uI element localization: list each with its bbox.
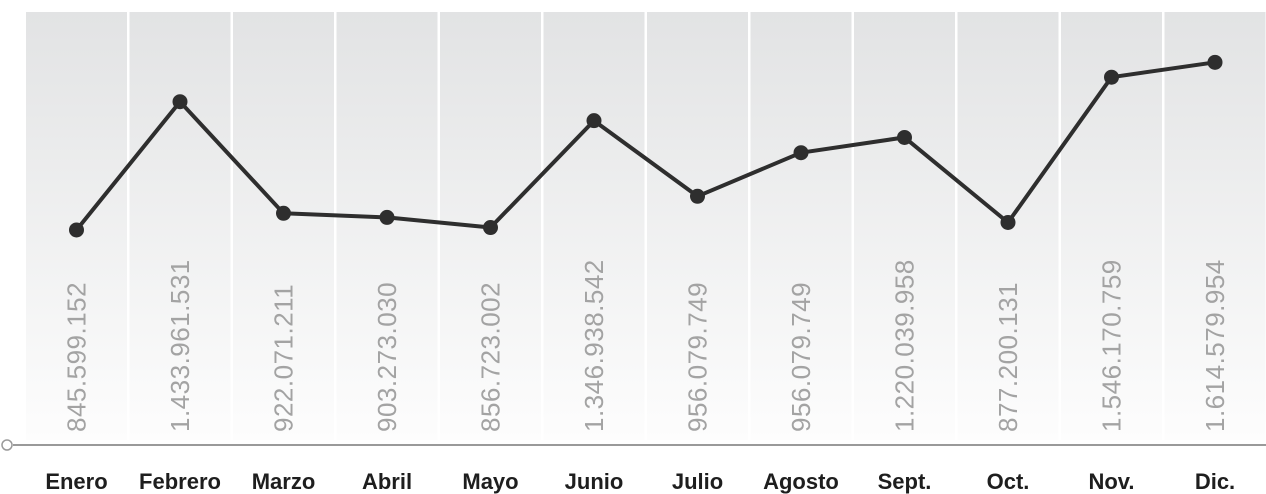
series-line (74, 60, 1217, 232)
month-label: Mayo (462, 469, 518, 494)
value-label: 922.071.211 (269, 284, 299, 432)
data-point (1000, 214, 1016, 230)
month-label: Febrero (139, 469, 221, 494)
data-point (172, 94, 188, 110)
month-label: Marzo (252, 469, 316, 494)
value-label: 1.546.170.759 (1097, 259, 1127, 432)
column-2 (233, 12, 334, 440)
value-label: 1.220.039.958 (890, 259, 920, 432)
x-axis (1, 439, 1266, 451)
value-label: 1.614.579.954 (1200, 259, 1230, 432)
value-label: 903.273.030 (372, 282, 402, 432)
value-label: 1.433.961.531 (165, 259, 195, 432)
value-label: 1.346.938.542 (579, 259, 609, 432)
data-point (483, 220, 498, 236)
month-labels: Enero Febrero Marzo Abril Mayo Junio Julio Agos… (45, 469, 1235, 494)
month-label: Julio (672, 469, 723, 494)
column-3 (336, 12, 438, 440)
column-5 (543, 12, 645, 440)
column-7 (750, 12, 852, 440)
month-label: Sept. (878, 469, 932, 494)
data-point (69, 222, 84, 238)
value-label: 877.200.131 (993, 282, 1023, 432)
value-label: 845.599.152 (62, 282, 92, 432)
series-line-group (69, 54, 1223, 238)
column-6 (647, 12, 748, 440)
data-point (897, 129, 912, 145)
value-label: 956.079.749 (786, 282, 816, 432)
data-point (1104, 69, 1119, 85)
column-1 (129, 12, 231, 440)
month-label: Abril (362, 469, 412, 494)
month-label: Enero (45, 469, 107, 494)
value-label: 856.723.002 (476, 282, 506, 432)
value-label: 956.079.749 (683, 282, 713, 432)
month-columns (26, 12, 1266, 440)
month-label: Junio (565, 469, 624, 494)
month-label: Nov. (1088, 469, 1134, 494)
month-label: Oct. (987, 469, 1030, 494)
data-point (1207, 54, 1223, 70)
data-point (793, 145, 809, 161)
month-label: Dic. (1195, 469, 1235, 494)
data-point (586, 113, 602, 129)
data-point (379, 209, 395, 225)
value-labels: 845.599.152 1.433.961.531 922.071.211 903.2… (62, 259, 1231, 432)
data-point (276, 205, 291, 221)
month-label: Agosto (763, 469, 839, 494)
column-8 (854, 12, 955, 440)
column-11 (1164, 12, 1266, 440)
data-point (690, 188, 705, 204)
axis-start-marker (1, 439, 13, 451)
